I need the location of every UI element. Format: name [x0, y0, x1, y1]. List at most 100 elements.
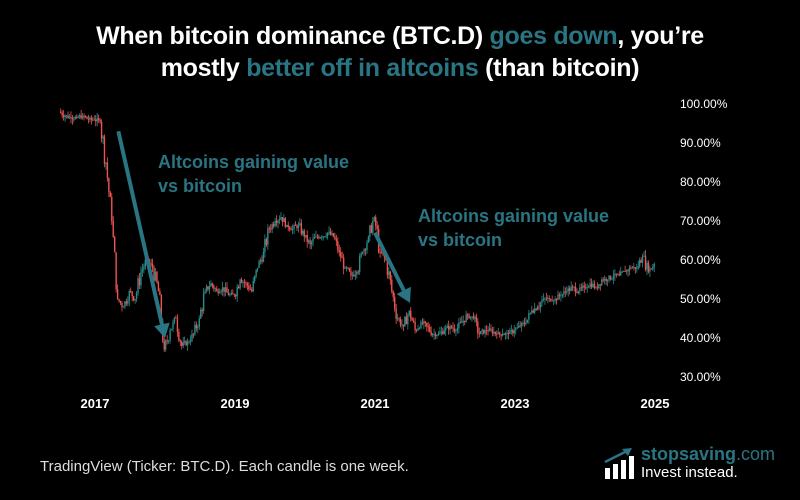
- candle-body: [401, 324, 403, 326]
- candle-body: [539, 302, 542, 308]
- candle-body: [80, 115, 82, 119]
- candle-body: [545, 298, 548, 300]
- candle-body: [280, 217, 282, 220]
- candle-body: [424, 321, 427, 323]
- candle-body: [535, 308, 537, 311]
- candle-body: [262, 252, 265, 262]
- candle-body: [386, 260, 389, 275]
- candle-body: [360, 253, 362, 257]
- candle-body: [258, 261, 260, 268]
- candle-body: [240, 279, 243, 283]
- candle-body: [100, 121, 103, 139]
- annotation-arrow: [373, 231, 406, 292]
- annotation-label: vs bitcoin: [158, 176, 242, 196]
- candle-body: [201, 309, 203, 312]
- candle-body: [143, 266, 145, 270]
- candle-body: [380, 252, 383, 253]
- candle-body: [392, 291, 394, 297]
- candle-body: [344, 267, 346, 269]
- candle-body: [389, 271, 392, 280]
- candle-body: [469, 316, 472, 319]
- candle-body: [335, 238, 338, 242]
- candle-body: [624, 271, 626, 272]
- candle-body: [227, 292, 230, 296]
- title-highlight: goes down: [489, 22, 618, 50]
- x-tick-label: 2023: [501, 396, 530, 411]
- candle-body: [373, 217, 375, 221]
- candle-body: [507, 332, 510, 335]
- candle-body: [211, 283, 214, 286]
- candle-body: [627, 270, 629, 272]
- candle-body: [93, 119, 95, 121]
- candle-body: [132, 296, 135, 301]
- candle-body: [493, 331, 495, 334]
- logo-tagline: Invest instead.: [641, 464, 738, 481]
- candle-body: [278, 219, 281, 221]
- candle-body: [601, 279, 603, 286]
- annotation-arrow: [116, 130, 164, 325]
- candle-body: [332, 233, 335, 237]
- candle-body: [313, 237, 316, 239]
- candle-body: [259, 260, 262, 262]
- candle-body: [270, 228, 272, 230]
- candle-body: [354, 274, 357, 277]
- candle-body: [261, 260, 263, 262]
- candle-body: [185, 341, 187, 346]
- candle-body: [217, 291, 219, 294]
- candle-body: [71, 117, 74, 120]
- candle-body: [61, 112, 63, 116]
- candle-body: [284, 218, 287, 227]
- candle-body: [105, 162, 107, 164]
- candle-body: [643, 255, 645, 257]
- candle-body: [367, 236, 370, 243]
- candle-body: [590, 283, 593, 288]
- candle-body: [170, 328, 173, 331]
- candle-body: [558, 294, 561, 297]
- candle-body: [490, 328, 492, 331]
- candle-body: [412, 320, 415, 322]
- candle-body: [606, 279, 609, 282]
- candle-body: [603, 278, 606, 281]
- candle-body: [207, 286, 209, 290]
- candle-body: [474, 316, 476, 319]
- candle-body: [300, 223, 303, 234]
- candle-body: [60, 111, 62, 113]
- candle-body: [550, 299, 552, 301]
- candle-body: [526, 319, 529, 323]
- candle-body: [294, 225, 297, 226]
- candle-body: [653, 263, 655, 267]
- candle-body: [500, 334, 502, 336]
- candle-body: [363, 249, 365, 253]
- candle-body: [283, 218, 285, 222]
- candle-body: [554, 299, 556, 301]
- candle-body: [452, 327, 454, 329]
- candle-body: [498, 332, 501, 335]
- candle-body: [418, 328, 421, 329]
- candle-body: [253, 275, 256, 281]
- candle-body: [140, 271, 142, 286]
- candle-body: [255, 269, 257, 276]
- candle-body: [267, 228, 269, 245]
- annotation-label: vs bitcoin: [418, 230, 502, 250]
- candle-body: [103, 136, 106, 164]
- candle-body: [192, 333, 195, 335]
- candle-body: [599, 284, 602, 286]
- candle-body: [341, 257, 343, 259]
- candle-body: [376, 225, 378, 229]
- candle-body: [321, 236, 323, 238]
- candle-body: [364, 249, 367, 251]
- candle-body: [334, 236, 336, 239]
- candle-body: [516, 327, 518, 329]
- candle-body: [361, 252, 364, 254]
- candle-body: [598, 284, 600, 289]
- candle-body: [251, 289, 253, 292]
- candle-body: [137, 278, 139, 294]
- candle-body: [640, 260, 642, 263]
- candle-body: [510, 330, 513, 331]
- candle-body: [167, 340, 170, 342]
- candle-body: [86, 116, 88, 119]
- candle-body: [179, 340, 182, 342]
- candle-body: [382, 252, 384, 255]
- candle-body: [580, 287, 583, 289]
- candle-body: [567, 288, 569, 292]
